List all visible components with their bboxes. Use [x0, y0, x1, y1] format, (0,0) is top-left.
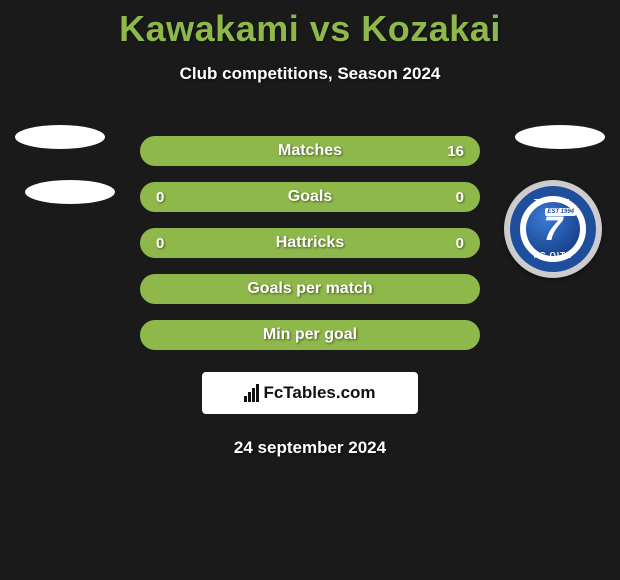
stat-right-value: 0 [456, 189, 464, 206]
player-photo-placeholder-left-1 [15, 125, 105, 149]
badge-bottom-text: FC OITA [534, 251, 572, 260]
page-title: Kawakami vs Kozakai [0, 0, 620, 50]
club-badge: TRINITA 7 EST 1994 FC OITA [504, 180, 602, 278]
badge-est: EST 1994 [545, 208, 576, 216]
date-text: 24 september 2024 [0, 438, 620, 458]
stat-right-value: 16 [447, 143, 464, 160]
player-photo-placeholder-right-1 [515, 125, 605, 149]
chart-icon [244, 384, 259, 402]
stat-label: Goals per match [142, 280, 478, 298]
stat-row-goals-per-match: Goals per match [140, 274, 480, 304]
stat-row-hattricks: 0 Hattricks 0 [140, 228, 480, 258]
stat-right-value: 0 [456, 235, 464, 252]
subtitle: Club competitions, Season 2024 [0, 64, 620, 84]
stat-label: Min per goal [142, 326, 478, 344]
stat-row-min-per-goal: Min per goal [140, 320, 480, 350]
stat-left-value: 0 [156, 189, 164, 206]
stat-row-matches: Matches 16 [140, 136, 480, 166]
stat-label: Matches [142, 142, 478, 160]
player-photo-placeholder-left-2 [25, 180, 115, 204]
stat-label: Goals [142, 188, 478, 206]
brand-text: FcTables.com [263, 383, 375, 403]
stat-left-value: 0 [156, 235, 164, 252]
stat-label: Hattricks [142, 234, 478, 252]
stat-row-goals: 0 Goals 0 [140, 182, 480, 212]
brand-box: FcTables.com [202, 372, 418, 414]
